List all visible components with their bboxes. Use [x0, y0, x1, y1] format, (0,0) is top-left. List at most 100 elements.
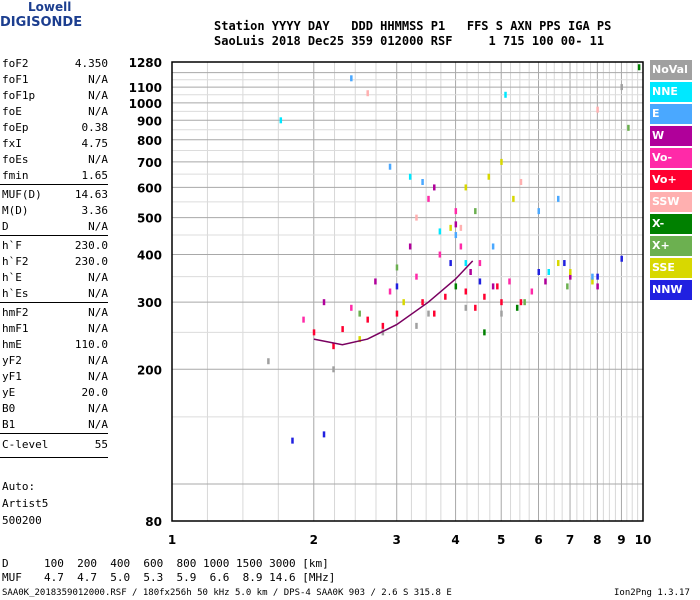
- data-point: [415, 214, 418, 221]
- data-point: [459, 243, 463, 250]
- param-value: N/A: [88, 370, 108, 383]
- param-name: D: [2, 220, 9, 233]
- data-point: [291, 437, 294, 444]
- data-point: [388, 163, 392, 170]
- legend-item: SSW: [650, 192, 692, 212]
- clevel-row: C-level 55: [2, 438, 108, 453]
- param-name: yF1: [2, 370, 22, 383]
- y-tick-label: 500: [137, 212, 162, 226]
- param-row: B1 N/A: [2, 418, 108, 433]
- x-tick-label: 10: [635, 533, 652, 547]
- x-tick-label: 1: [168, 533, 176, 547]
- data-point: [433, 310, 436, 317]
- param-row: foF1p N/A: [2, 89, 108, 104]
- param-name: B0: [2, 402, 16, 415]
- data-point: [454, 221, 458, 228]
- data-point: [500, 299, 503, 306]
- clevel-name: C-level: [2, 438, 49, 451]
- data-point: [366, 90, 369, 97]
- data-point: [544, 278, 547, 285]
- data-point: [322, 299, 326, 306]
- data-point: [350, 304, 353, 311]
- data-point: [464, 304, 468, 311]
- data-point: [459, 224, 463, 231]
- x-tick-label: 8: [593, 533, 601, 547]
- data-point: [469, 269, 472, 276]
- param-row: yF1 N/A: [2, 370, 108, 385]
- data-point: [421, 299, 424, 306]
- data-point: [449, 260, 452, 267]
- param-value: 0.38: [81, 121, 109, 134]
- data-point: [557, 260, 560, 267]
- data-point: [483, 293, 486, 300]
- param-name: hmF1: [2, 322, 29, 335]
- param-row: h`F2 230.0: [2, 255, 108, 270]
- param-row: foE N/A: [2, 105, 108, 120]
- x-tick-label: 6: [534, 533, 542, 547]
- data-point: [464, 260, 468, 267]
- data-point: [427, 195, 430, 202]
- param-value: 230.0: [74, 239, 108, 252]
- data-point: [512, 195, 515, 202]
- param-row: hmF1 N/A: [2, 322, 108, 337]
- mufd-d-values: 100 200 400 600 800 1000 1500 3000 [km]: [44, 557, 329, 570]
- data-point: [627, 124, 630, 131]
- data-point: [366, 316, 369, 323]
- param-name: B1: [2, 418, 16, 431]
- param-row: fxI 4.75: [2, 137, 108, 152]
- y-tick-label: 900: [137, 114, 162, 128]
- y-tick-label: 600: [137, 181, 162, 195]
- param-value: N/A: [88, 105, 108, 118]
- legend-item: Vo+: [650, 170, 692, 190]
- auto-code: 500200: [2, 514, 42, 527]
- param-name: foE: [2, 105, 22, 118]
- data-point: [395, 310, 399, 317]
- param-name: foEs: [2, 153, 29, 166]
- data-point: [537, 269, 541, 276]
- param-value: N/A: [88, 322, 108, 335]
- data-point: [508, 278, 511, 285]
- data-point: [620, 255, 623, 262]
- y-tick-label: 400: [137, 249, 162, 263]
- data-point: [408, 243, 412, 250]
- param-value: N/A: [88, 271, 108, 284]
- data-point: [557, 195, 560, 202]
- header-line2: SaoLuis 2018 Dec25 359 012000 RSF 1 715 …: [214, 34, 605, 48]
- param-row: D N/A: [2, 220, 108, 235]
- data-point: [596, 273, 599, 280]
- param-value: 3.36: [81, 204, 109, 217]
- param-value: N/A: [88, 73, 108, 86]
- param-row: hmF2 N/A: [2, 306, 108, 321]
- data-point: [496, 283, 499, 290]
- param-row: B0 N/A: [2, 402, 108, 417]
- y-tick-label: 300: [137, 296, 162, 310]
- param-value: N/A: [88, 287, 108, 300]
- auto-label: Auto:: [2, 480, 36, 493]
- param-row: yF2 N/A: [2, 354, 108, 369]
- data-point: [491, 243, 495, 250]
- data-point: [279, 117, 283, 124]
- param-separator: [0, 184, 108, 185]
- param-value: N/A: [88, 354, 108, 367]
- param-name: yF2: [2, 354, 22, 367]
- data-point: [438, 251, 442, 258]
- data-point: [596, 283, 599, 290]
- param-row: M(D) 3.36: [2, 204, 108, 219]
- data-point: [388, 288, 392, 295]
- x-tick-label: 2: [310, 533, 318, 547]
- data-point: [381, 322, 385, 329]
- data-point: [415, 322, 418, 329]
- y-tick-label: 200: [137, 363, 162, 377]
- logo-line2: DIGISONDE: [0, 15, 83, 30]
- x-tick-label: 4: [451, 533, 459, 547]
- f-trace-line: [313, 260, 474, 346]
- param-value: 14.63: [74, 188, 108, 201]
- data-point: [569, 269, 572, 276]
- param-separator: [0, 457, 108, 458]
- data-point: [487, 173, 491, 180]
- legend-item: E: [650, 104, 692, 124]
- param-row: foF1 N/A: [2, 73, 108, 88]
- param-name: fmin: [2, 169, 29, 182]
- data-point: [454, 232, 458, 239]
- param-separator: [0, 235, 108, 236]
